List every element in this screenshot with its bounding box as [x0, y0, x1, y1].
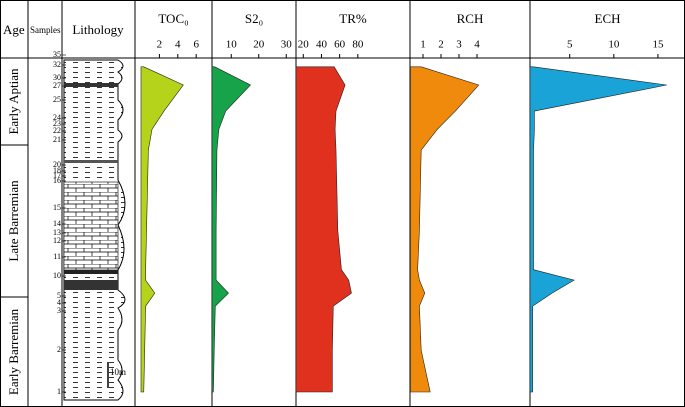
x-tick-label: 40: [316, 39, 328, 51]
samples-title: Samples: [30, 25, 61, 35]
sample-label: 14: [53, 219, 61, 228]
sample-label: 32: [53, 60, 61, 69]
x-tick-label: 2: [438, 39, 444, 51]
x-tick-label: 80: [352, 39, 364, 51]
lithology-title: Lithology: [72, 22, 124, 37]
scale-label: 10m: [110, 367, 126, 377]
age-label: Late Barremian: [6, 180, 21, 262]
x-tick-label: 5: [567, 39, 573, 51]
panel-title: TOC₀: [158, 11, 188, 26]
x-tick-label: 20: [298, 39, 310, 51]
profile-area: [410, 66, 480, 393]
age-title: Age: [3, 22, 25, 37]
panel-title: S2₀: [245, 11, 263, 26]
x-tick-label: 1: [420, 39, 426, 51]
sample-label: 13: [53, 228, 61, 237]
profile-area: [529, 66, 667, 393]
sample-label: 23: [53, 119, 61, 128]
x-tick-label: 2: [157, 39, 163, 51]
sample-label: 17: [53, 171, 61, 180]
panel-title: ECH: [595, 11, 621, 26]
sample-label: 35: [53, 50, 61, 59]
sample-label: 2: [57, 345, 61, 354]
profile-area: [295, 66, 352, 393]
x-tick-label: 6: [193, 39, 199, 51]
age-label: Early Aptian: [6, 68, 21, 135]
sample-label: 18: [53, 166, 61, 175]
x-tick-label: 60: [334, 39, 346, 51]
x-tick-label: 4: [175, 39, 181, 51]
sample-label: 21: [53, 135, 61, 144]
sample-label: 24: [53, 113, 61, 122]
profile-area: [140, 66, 184, 393]
x-tick-label: 10: [226, 39, 238, 51]
x-tick-label: 4: [474, 39, 480, 51]
x-tick-label: 30: [281, 39, 293, 51]
x-tick-label: 20: [253, 39, 265, 51]
sample-label: 20: [53, 160, 61, 169]
sample-label: 5: [57, 291, 61, 300]
sample-label: 16: [53, 176, 61, 185]
profile-area: [211, 66, 251, 393]
panel-title: RCH: [457, 11, 484, 26]
sample-label: 4: [57, 298, 61, 307]
age-label: Early Barremian: [6, 308, 21, 395]
sample-label: 15: [53, 203, 61, 212]
x-tick-label: 15: [652, 39, 664, 51]
sample-label: 27: [53, 81, 61, 90]
panel-title: TR%: [339, 11, 367, 26]
sample-label: 11: [53, 252, 61, 261]
sample-label: 3: [57, 306, 61, 315]
sample-label: 22: [53, 126, 61, 135]
x-tick-label: 3: [456, 39, 462, 51]
lithology-column: [63, 59, 126, 401]
sample-label: 12: [53, 236, 61, 245]
sample-label: 10: [53, 271, 61, 280]
sample-label: 30: [53, 73, 61, 82]
sample-label: 1: [57, 387, 61, 396]
x-tick-label: 10: [608, 39, 620, 51]
sample-label: 25: [53, 95, 61, 104]
